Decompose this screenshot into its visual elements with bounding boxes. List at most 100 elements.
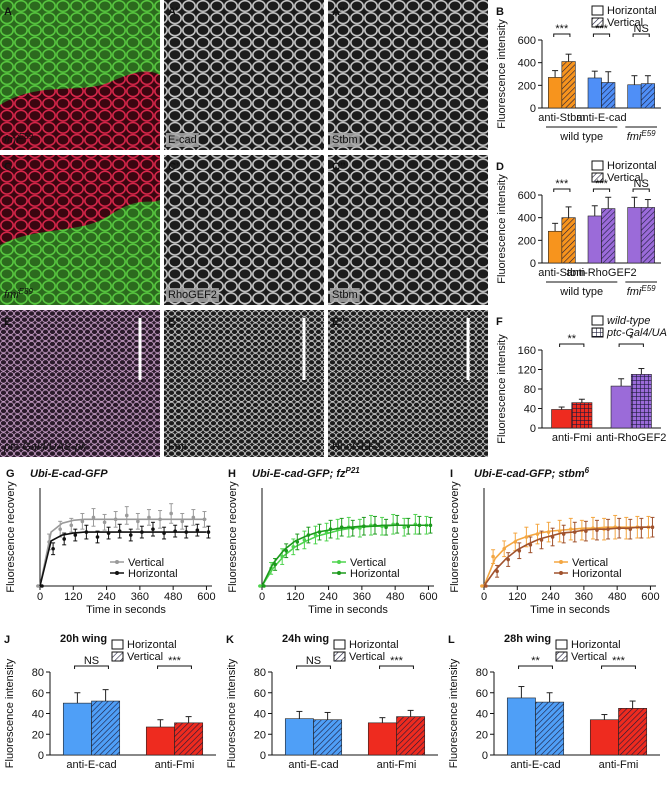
chart-title-part: Ubi-E-cad-GFP bbox=[30, 468, 108, 480]
group-label-part: E59 bbox=[641, 129, 656, 138]
x-tick-label: 600 bbox=[419, 591, 437, 603]
x-tick-label: 120 bbox=[64, 591, 82, 603]
data-point bbox=[557, 529, 562, 533]
bar bbox=[551, 409, 573, 429]
bar bbox=[610, 385, 632, 429]
error-bar bbox=[629, 700, 636, 709]
bar bbox=[145, 726, 175, 756]
significance-bracket bbox=[296, 665, 331, 669]
bar bbox=[589, 719, 619, 756]
data-point bbox=[273, 562, 277, 567]
legend-swatch bbox=[555, 639, 568, 650]
legend-label: Horizontal bbox=[607, 5, 657, 17]
x-tick-label: 240 bbox=[319, 591, 337, 603]
legend-label: ptc-Gal4/UAS-pk bbox=[606, 327, 667, 339]
data-point bbox=[51, 546, 55, 551]
image-label: fmiE59 bbox=[4, 287, 33, 302]
image-label-part: Fmi bbox=[168, 441, 186, 453]
bar bbox=[91, 700, 121, 756]
data-point bbox=[147, 515, 151, 520]
chart-title-part: Ubi-E-cad-GFP; fz bbox=[252, 468, 346, 480]
data-point bbox=[595, 528, 599, 532]
data-point bbox=[206, 530, 211, 534]
significance-label: *** bbox=[168, 655, 182, 667]
image-label: ptc-Gal4/UAS-pk bbox=[3, 441, 87, 453]
data-point bbox=[506, 557, 510, 562]
significance-bracket bbox=[553, 33, 571, 37]
clone-region bbox=[0, 71, 160, 150]
y-tick-label: 0 bbox=[530, 423, 536, 435]
image-label-part: Stbm bbox=[332, 134, 358, 146]
legend-label: Horizontal bbox=[350, 568, 400, 580]
data-point bbox=[561, 532, 566, 536]
y-axis-label: Fluorescence intensity bbox=[496, 174, 508, 284]
group-label-part: fmi bbox=[627, 286, 642, 298]
bar bbox=[640, 83, 655, 109]
significance-label: *** bbox=[555, 23, 569, 35]
micrograph bbox=[328, 155, 488, 305]
x-tick-label: 480 bbox=[608, 591, 626, 603]
chart-title: 24h wing bbox=[282, 633, 329, 645]
panel-letter: C’ bbox=[168, 161, 179, 173]
legend-marker bbox=[337, 571, 341, 575]
group-label-part: E59 bbox=[641, 284, 656, 293]
significance-label: * bbox=[629, 333, 634, 345]
error-bar bbox=[605, 196, 612, 209]
bar bbox=[640, 207, 655, 264]
group-label-part: wild type bbox=[559, 286, 603, 298]
micrograph bbox=[328, 310, 488, 457]
error-bar bbox=[379, 717, 386, 723]
legend-swatch bbox=[591, 5, 604, 16]
legend-marker bbox=[115, 560, 119, 564]
image-label: E-cad bbox=[168, 134, 197, 146]
data-point bbox=[284, 548, 288, 553]
x-tick-label: 0 bbox=[259, 591, 265, 603]
data-point bbox=[195, 528, 200, 532]
x-tick-label: anti-E-cad bbox=[510, 759, 560, 771]
significance-label: *** bbox=[595, 23, 609, 35]
group-label: fmiE59 bbox=[627, 284, 656, 299]
y-axis-label: Fluorescence recovery bbox=[227, 481, 239, 593]
panel-letter: C’’ bbox=[332, 161, 346, 173]
data-point bbox=[124, 513, 129, 518]
panel-letter: A’’ bbox=[332, 6, 345, 18]
image-label-part: fmi bbox=[4, 134, 19, 146]
data-point bbox=[539, 538, 544, 542]
y-tick-label: 0 bbox=[260, 750, 266, 762]
chart-title: 20h wing bbox=[60, 633, 107, 645]
y-tick-label: 0 bbox=[530, 258, 536, 270]
data-point bbox=[262, 584, 266, 588]
y-tick-label: 80 bbox=[476, 667, 488, 679]
legend-label: Vertical bbox=[127, 651, 163, 663]
fit-curve bbox=[39, 531, 207, 587]
data-point bbox=[202, 517, 207, 522]
data-point bbox=[280, 554, 284, 559]
y-tick-label: 120 bbox=[518, 365, 536, 377]
significance-bracket bbox=[74, 665, 109, 669]
chart-title: Ubi-E-cad-GFP; stbm6 bbox=[474, 466, 590, 481]
error-bar bbox=[578, 398, 585, 403]
y-axis-label: Fluorescence intensity bbox=[448, 658, 460, 768]
group-label-part: wild type bbox=[559, 131, 603, 143]
significance-label: *** bbox=[612, 655, 626, 667]
legend-swatch bbox=[111, 651, 124, 662]
bar bbox=[601, 208, 616, 264]
significance-label: *** bbox=[390, 655, 404, 667]
legend-swatch bbox=[555, 651, 568, 662]
error-bar bbox=[518, 686, 525, 698]
legend-label: Vertical bbox=[607, 172, 643, 184]
image-label-part: RhoGEF2 bbox=[168, 289, 217, 301]
data-point bbox=[517, 548, 522, 553]
data-point bbox=[136, 519, 140, 524]
data-point bbox=[291, 545, 296, 549]
significance-label: NS bbox=[634, 23, 649, 35]
data-point bbox=[106, 531, 111, 535]
x-tick-label: anti-E-cad bbox=[66, 759, 116, 771]
data-point bbox=[95, 535, 100, 539]
x-tick-label: anti-Fmi bbox=[599, 759, 639, 771]
data-point bbox=[102, 520, 107, 525]
legend-label: Horizontal bbox=[571, 639, 621, 651]
data-point bbox=[306, 533, 311, 537]
x-axis-label: Time in seconds bbox=[308, 604, 388, 616]
panel-letter: F bbox=[496, 316, 503, 328]
